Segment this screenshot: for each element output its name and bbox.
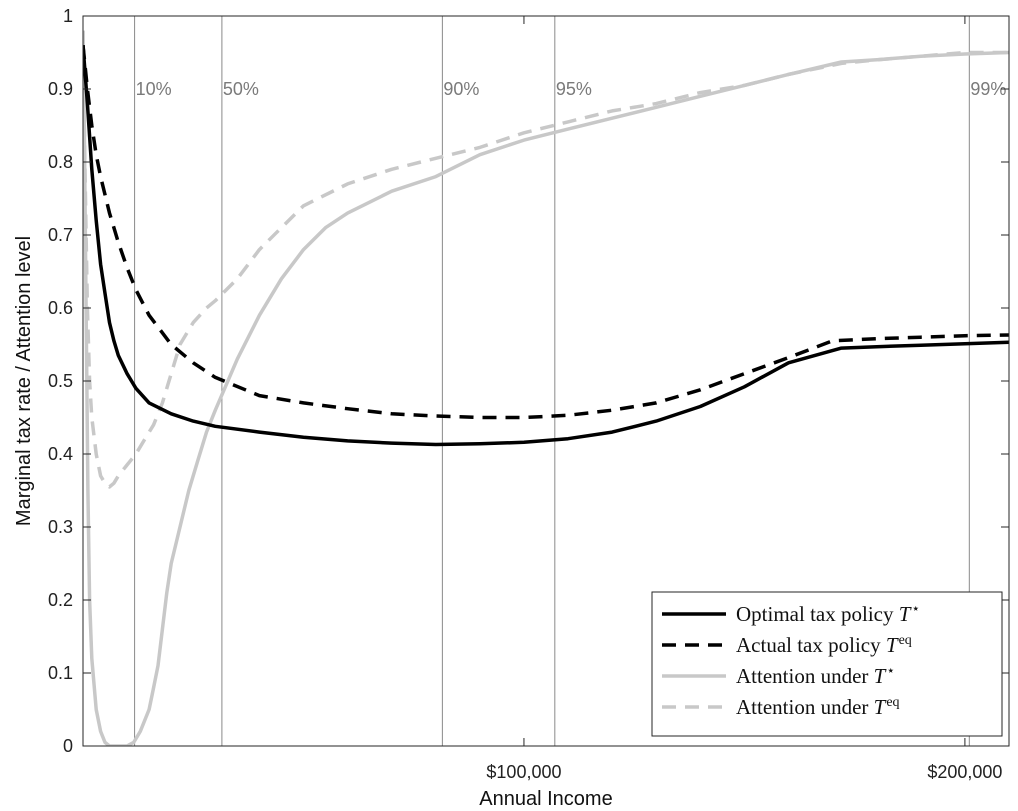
series-layer	[83, 30, 1009, 746]
percentile-label-4: 99%	[970, 79, 1006, 99]
percentile-label-2: 90%	[443, 79, 479, 99]
legend-entry-optimal_tax: Optimal tax policy T⋆	[736, 602, 920, 626]
y-tick-label-4: 0.4	[48, 444, 73, 464]
x-tick-label-1: $200,000	[927, 762, 1002, 782]
percentile-label-1: 50%	[223, 79, 259, 99]
legend-entry-attention_actual: Attention under Teq	[736, 695, 900, 719]
y-tick-label-2: 0.2	[48, 590, 73, 610]
y-tick-label-1: 0.1	[48, 663, 73, 683]
series-line-attention_optimal	[83, 30, 1009, 746]
y-tick-label-5: 0.5	[48, 371, 73, 391]
y-tick-label-10: 1	[63, 6, 73, 26]
y-tick-label-6: 0.6	[48, 298, 73, 318]
y-tick-label-9: 0.9	[48, 79, 73, 99]
percentile-lines: 10% 50% 90% 95% 99%	[134, 16, 1006, 746]
y-tick-label-8: 0.8	[48, 152, 73, 172]
percentile-label-3: 95%	[556, 79, 592, 99]
axes: 0 0.1 0.2 0.3 0.4 0.5 0.6 0.7 0.8 0.9 1 $100,000 $20…	[48, 6, 1010, 782]
series-line-actual_tax	[83, 45, 1009, 420]
y-tick-label-7: 0.7	[48, 225, 73, 245]
percentile-label-0: 10%	[136, 79, 172, 99]
x-tick-label-0: $100,000	[486, 762, 561, 782]
series-line-optimal_tax	[83, 45, 1009, 447]
y-tick-label-3: 0.3	[48, 517, 73, 537]
x-axis-title: Annual Income	[479, 788, 612, 810]
legend: Optimal tax policy T⋆ Actual tax policy T…	[651, 591, 1003, 737]
legend-entry-actual_tax: Actual tax policy Teq	[736, 633, 912, 657]
legend-box	[651, 591, 1003, 737]
y-axis-title: Marginal tax rate / Attention level	[13, 236, 35, 526]
legend-entry-attention_optimal: Attention under T⋆	[736, 664, 895, 688]
series-line-attention_actual	[83, 30, 1009, 489]
y-tick-label-0: 0	[63, 736, 73, 756]
